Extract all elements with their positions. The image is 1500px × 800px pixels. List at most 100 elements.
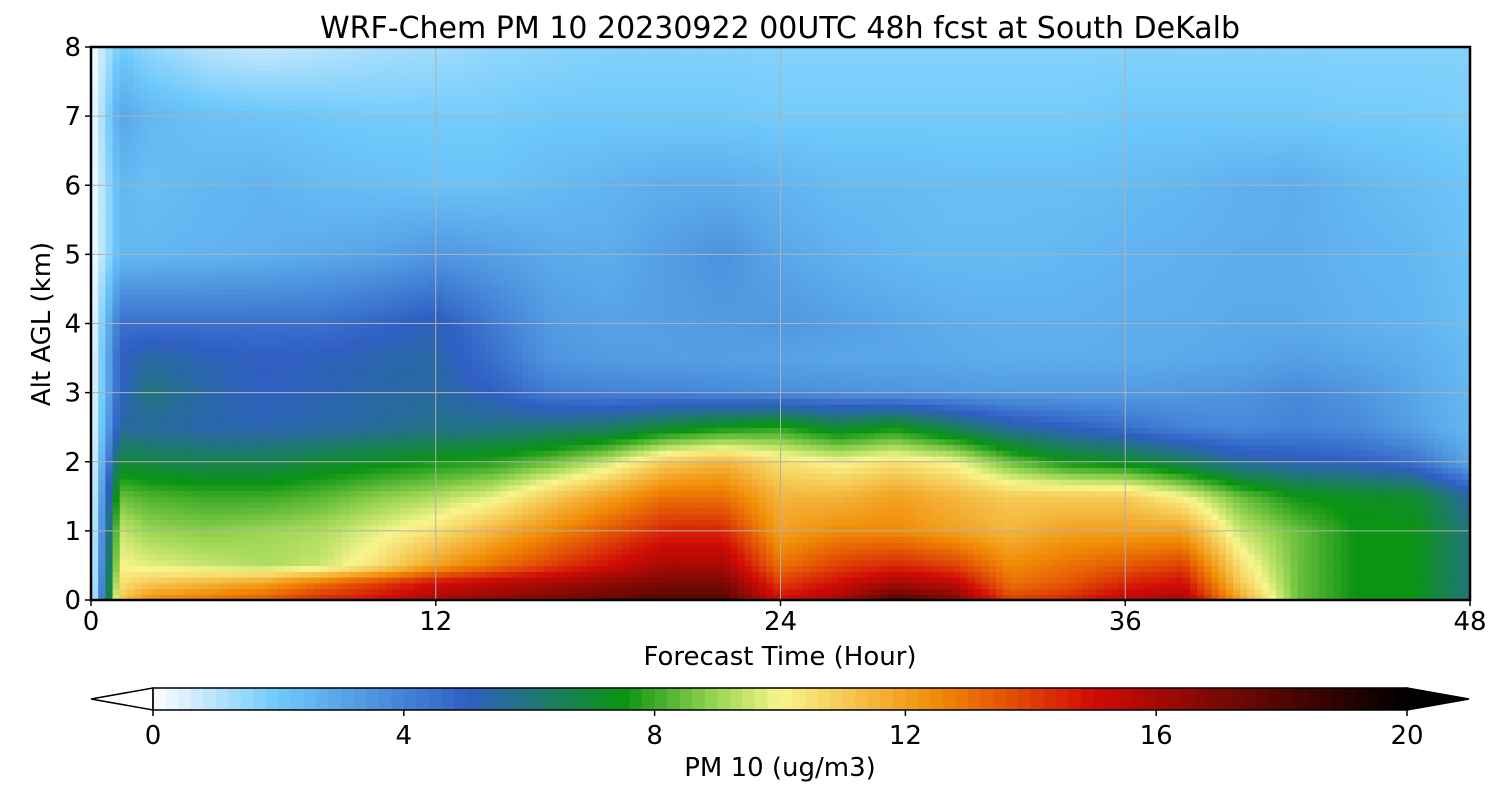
heatmap-cell	[1326, 548, 1334, 554]
heatmap-cell	[1211, 542, 1219, 548]
heatmap-cell	[802, 537, 810, 543]
heatmap-cell	[795, 450, 803, 456]
heatmap-cell	[1441, 450, 1449, 456]
heatmap-cell	[845, 485, 853, 491]
heatmap-cell	[429, 468, 437, 474]
heatmap-cell	[860, 565, 868, 571]
heatmap-cell	[1276, 565, 1284, 571]
heatmap-cell	[443, 537, 451, 543]
heatmap-cell	[1341, 462, 1349, 468]
heatmap-cell	[1255, 496, 1263, 502]
heatmap-cell	[1341, 548, 1349, 554]
heatmap-cell	[235, 519, 243, 525]
heatmap-cell	[443, 485, 451, 491]
heatmap-cell	[1068, 537, 1076, 543]
heatmap-cell	[1420, 514, 1428, 520]
heatmap-cell	[651, 502, 659, 508]
heatmap-cell	[802, 502, 810, 508]
heatmap-cell	[170, 473, 178, 479]
heatmap-cell	[1427, 468, 1435, 474]
heatmap-cell	[385, 473, 393, 479]
heatmap-cell	[1348, 508, 1356, 514]
heatmap-cell	[1176, 571, 1184, 577]
heatmap-cell	[522, 519, 530, 525]
heatmap-cell	[1053, 450, 1061, 456]
heatmap-cell	[199, 450, 207, 456]
heatmap-cell	[687, 588, 695, 594]
heatmap-cell	[816, 560, 824, 566]
heatmap-cell	[443, 542, 451, 548]
heatmap-cell	[773, 473, 781, 479]
heatmap-cell	[910, 588, 918, 594]
heatmap-cell	[393, 560, 401, 566]
heatmap-cell	[752, 514, 760, 520]
heatmap-cell	[364, 485, 372, 491]
heatmap-cell	[1075, 473, 1083, 479]
heatmap-cell	[1118, 473, 1126, 479]
heatmap-cell	[960, 588, 968, 594]
heatmap-cell	[1233, 565, 1241, 571]
heatmap-cell	[342, 502, 350, 508]
heatmap-cell	[414, 468, 422, 474]
heatmap-cell	[867, 479, 875, 485]
heatmap-cell	[364, 479, 372, 485]
heatmap-cell	[1104, 450, 1112, 456]
heatmap-cell	[278, 450, 286, 456]
heatmap-cell	[235, 583, 243, 589]
heatmap-cell	[486, 491, 494, 497]
heatmap-cell	[881, 565, 889, 571]
heatmap-cell	[630, 554, 638, 560]
heatmap-cell	[328, 468, 336, 474]
heatmap-cell	[974, 450, 982, 456]
heatmap-cell	[1319, 571, 1327, 577]
heatmap-cell	[1290, 531, 1298, 537]
heatmap-cell	[479, 554, 487, 560]
heatmap-cell	[895, 473, 903, 479]
heatmap-cell	[1448, 462, 1456, 468]
heatmap-cell	[199, 485, 207, 491]
heatmap-cell	[687, 491, 695, 497]
heatmap-cell	[134, 473, 142, 479]
heatmap-cell	[816, 565, 824, 571]
heatmap-cell	[529, 485, 537, 491]
heatmap-cell	[658, 485, 666, 491]
heatmap-cell	[120, 583, 128, 589]
heatmap-cell	[163, 577, 171, 583]
heatmap-cell	[888, 519, 896, 525]
heatmap-cell	[1290, 468, 1298, 474]
heatmap-cell	[543, 548, 551, 554]
heatmap-cell	[1262, 542, 1270, 548]
heatmap-cell	[622, 531, 630, 537]
heatmap-cell	[515, 485, 523, 491]
heatmap-cell	[1226, 519, 1234, 525]
heatmap-cell	[852, 565, 860, 571]
heatmap-cell	[192, 491, 200, 497]
heatmap-cell	[572, 462, 580, 468]
heatmap-cell	[515, 577, 523, 583]
heatmap-cell	[694, 554, 702, 560]
heatmap-cell	[1427, 531, 1435, 537]
heatmap-cell	[903, 450, 911, 456]
heatmap-cell	[982, 565, 990, 571]
heatmap-cell	[1420, 473, 1428, 479]
heatmap-cell	[946, 554, 954, 560]
heatmap-cell	[335, 554, 343, 560]
heatmap-cell	[271, 491, 279, 497]
heatmap-cell	[989, 508, 997, 514]
heatmap-cell	[1312, 542, 1320, 548]
heatmap-cell	[1448, 588, 1456, 594]
heatmap-cell	[601, 462, 609, 468]
heatmap-cell	[371, 583, 379, 589]
heatmap-cell	[443, 496, 451, 502]
heatmap-cell	[1211, 462, 1219, 468]
heatmap-cell	[895, 560, 903, 566]
heatmap-cell	[314, 479, 322, 485]
heatmap-cell	[1176, 479, 1184, 485]
heatmap-cell	[1010, 479, 1018, 485]
heatmap-cell	[939, 485, 947, 491]
heatmap-cell	[1290, 542, 1298, 548]
heatmap-cell	[163, 542, 171, 548]
heatmap-cell	[1075, 496, 1083, 502]
heatmap-cell	[350, 514, 358, 520]
heatmap-cell	[285, 502, 293, 508]
